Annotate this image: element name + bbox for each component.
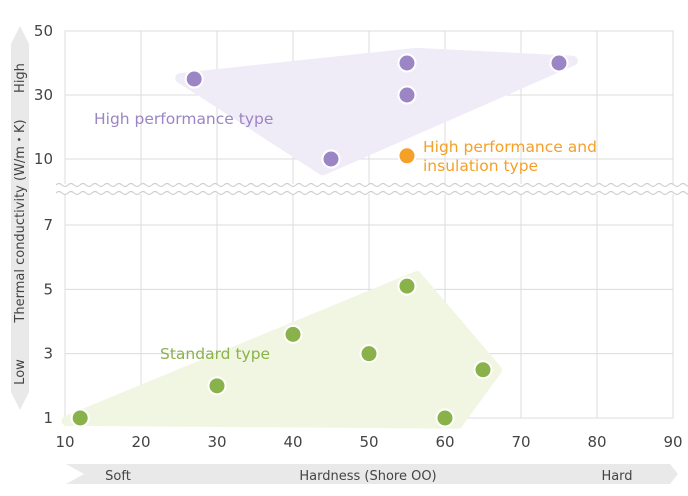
x-tick-labels: 10 20 30 40 50 60 70 80 90	[55, 433, 682, 451]
data-point-series-0	[184, 69, 204, 89]
x-tick-label: 80	[587, 433, 606, 451]
x-tick-label: 90	[663, 433, 682, 451]
y-tick-label: 10	[34, 150, 53, 168]
x-tick-label: 50	[359, 433, 378, 451]
data-point-series-2	[359, 344, 379, 364]
series-label-line: insulation type	[423, 157, 538, 175]
y-tick-label: 50	[34, 22, 53, 40]
data-point-series-2	[473, 360, 493, 380]
y-tick-label: 30	[34, 86, 53, 104]
y-tick-labels: 10 30 50 1 3 5 7	[34, 22, 53, 427]
y-tick-label: 3	[43, 345, 53, 363]
axis-break-line-top	[55, 182, 688, 188]
data-point-series-0	[549, 53, 569, 73]
y-tick-label: 1	[43, 409, 53, 427]
data-points	[70, 53, 569, 428]
data-point-series-2	[70, 408, 90, 428]
series-label-line: High performance and	[423, 138, 597, 156]
data-point-series-2	[207, 376, 227, 396]
data-point-series-0	[397, 85, 417, 105]
axis-break-line-bottom	[55, 190, 688, 196]
y-scale-band	[11, 26, 29, 410]
group-area-2	[61, 271, 502, 429]
group-area-0	[175, 47, 578, 176]
x-tick-label: 40	[283, 433, 302, 451]
data-point-series-2	[435, 408, 455, 428]
x-scale-high-label: Hard	[601, 469, 632, 484]
x-tick-label: 10	[55, 433, 74, 451]
data-point-series-2	[283, 324, 303, 344]
x-scale-band	[66, 464, 678, 484]
x-tick-label: 70	[511, 433, 530, 451]
series-label-insulation: High performance and insulation type	[423, 138, 597, 175]
series-label-high-performance: High performance type	[94, 110, 273, 128]
y-scale-low-label: Low	[13, 359, 28, 385]
y-tick-label: 7	[43, 216, 53, 234]
x-axis-title: Hardness (Shore OO)	[299, 469, 436, 484]
x-tick-label: 20	[131, 433, 150, 451]
data-point-series-0	[321, 149, 341, 169]
data-point-series-1	[397, 146, 417, 166]
y-axis-title: Thermal conductivity (W/m・K)	[13, 119, 28, 323]
data-point-series-2	[397, 276, 417, 296]
axis-break	[55, 182, 688, 196]
group-areas	[61, 47, 578, 429]
series-label-standard: Standard type	[160, 345, 270, 363]
y-tick-label: 5	[43, 280, 53, 298]
data-point-series-0	[397, 53, 417, 73]
y-scale-high-label: High	[13, 63, 28, 93]
x-scale-low-label: Soft	[105, 469, 131, 484]
axis-break-gap	[56, 184, 688, 194]
x-tick-label: 60	[435, 433, 454, 451]
x-tick-label: 30	[207, 433, 226, 451]
